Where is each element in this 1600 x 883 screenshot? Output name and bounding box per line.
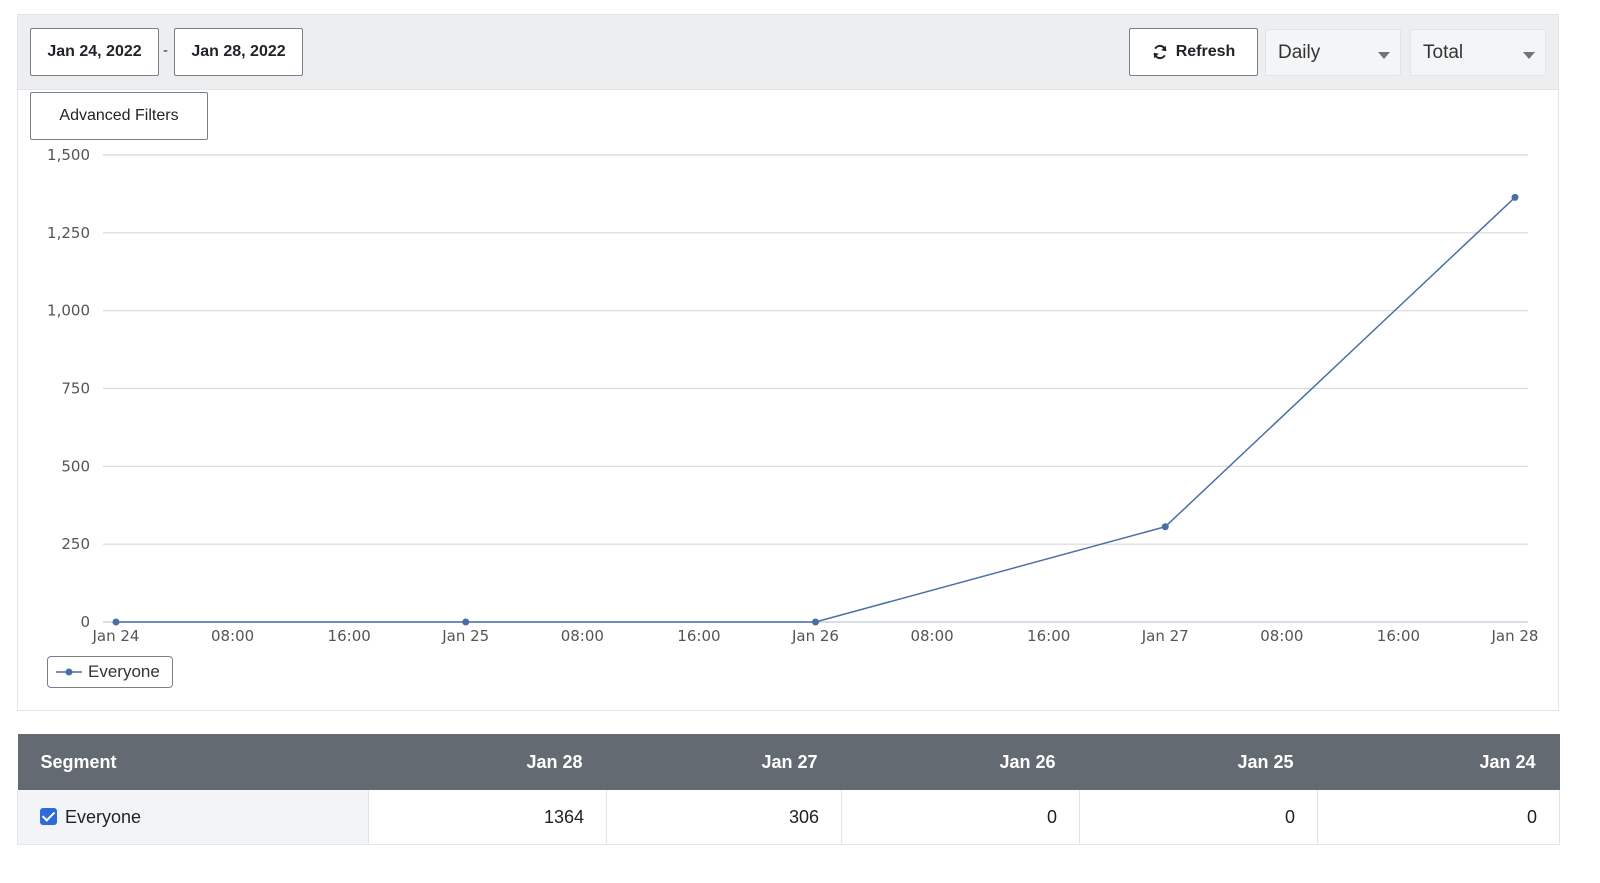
refresh-button[interactable]: Refresh (1129, 28, 1258, 76)
chevron-down-icon (1523, 52, 1535, 59)
x-tick-label: 08:00 (1260, 627, 1303, 645)
segment-checkbox[interactable] (40, 808, 57, 826)
y-tick-label: 1,500 (47, 146, 90, 164)
table-row: Everyone 1364 306 0 0 0 (17, 790, 1560, 845)
y-axis-ticks: 0 250 500 750 1,000 1,250 1,500 (47, 146, 90, 631)
x-tick-label: 08:00 (910, 627, 953, 645)
y-tick-label: 1,000 (47, 302, 90, 320)
interval-select[interactable]: Daily (1265, 29, 1401, 76)
y-tick-label: 500 (61, 457, 90, 475)
y-tick-label: 1,250 (47, 224, 90, 242)
date-separator: - (163, 42, 168, 59)
x-tick-label: Jan 27 (1141, 627, 1189, 645)
x-tick-label: 08:00 (561, 627, 604, 645)
table-cell: 0 (1317, 790, 1560, 845)
segment-table: Segment Jan 28 Jan 27 Jan 26 Jan 25 Jan … (17, 734, 1560, 845)
metric-select-value: Total (1423, 41, 1464, 63)
column-header-jan-25[interactable]: Jan 25 (1079, 734, 1318, 790)
metric-select[interactable]: Total (1410, 29, 1546, 76)
x-tick-label: Jan 24 (92, 627, 140, 645)
end-date-label: Jan 28, 2022 (191, 43, 286, 60)
chart-legend[interactable]: Everyone (47, 656, 173, 688)
x-tick-label: Jan 25 (441, 627, 489, 645)
column-header-segment[interactable]: Segment (17, 734, 369, 790)
y-tick-label: 750 (61, 380, 90, 398)
x-tick-label: 08:00 (211, 627, 254, 645)
x-tick-label: Jan 28 (1491, 627, 1539, 645)
y-tick-label: 250 (61, 535, 90, 553)
column-header-jan-24[interactable]: Jan 24 (1317, 734, 1560, 790)
table-cell: 1364 (368, 790, 607, 845)
toolbar: Jan 24, 2022 - Jan 28, 2022 Refresh Dail… (18, 15, 1558, 90)
x-axis-ticks: Jan 24 08:00 16:00 Jan 25 08:00 16:00 Jan 26 08… (92, 627, 1539, 645)
x-tick-label: 16:00 (677, 627, 720, 645)
chart-gridlines (103, 154, 1528, 623)
interval-select-value: Daily (1278, 41, 1321, 63)
advanced-filters-label: Advanced Filters (59, 107, 179, 124)
advanced-filters-button[interactable]: Advanced Filters (30, 92, 208, 140)
data-point (1161, 523, 1169, 531)
data-point (462, 618, 470, 626)
x-tick-label: Jan 26 (791, 627, 839, 645)
data-point (1511, 193, 1519, 201)
refresh-label: Refresh (1175, 43, 1236, 60)
end-date-picker[interactable]: Jan 28, 2022 (174, 28, 303, 76)
table-cell: 0 (1079, 790, 1318, 845)
column-header-jan-27[interactable]: Jan 27 (606, 734, 842, 790)
chevron-down-icon (1378, 52, 1390, 59)
table-cell: 306 (606, 790, 842, 845)
segment-cell: Everyone (17, 790, 369, 845)
x-tick-label: 16:00 (328, 627, 371, 645)
data-point (112, 618, 120, 626)
refresh-icon (1153, 44, 1167, 60)
table-cell: 0 (841, 790, 1080, 845)
start-date-label: Jan 24, 2022 (47, 43, 142, 60)
column-header-jan-28[interactable]: Jan 28 (368, 734, 607, 790)
segment-name: Everyone (65, 806, 142, 827)
y-tick-label: 0 (80, 613, 90, 631)
line-chart: 0 250 500 750 1,000 1,250 1,500 Jan 24 08:00 16:… (47, 146, 1539, 645)
legend-line-marker-icon (56, 668, 82, 676)
series-line (116, 196, 1516, 623)
legend-series-name: Everyone (88, 662, 160, 681)
start-date-picker[interactable]: Jan 24, 2022 (30, 28, 159, 76)
analytics-panel: Jan 24, 2022 - Jan 28, 2022 Refresh Dail… (17, 14, 1559, 711)
column-header-jan-26[interactable]: Jan 26 (841, 734, 1080, 790)
table-header-row: Segment Jan 28 Jan 27 Jan 26 Jan 25 Jan … (17, 734, 1560, 790)
data-point (812, 618, 819, 626)
x-tick-label: 16:00 (1377, 627, 1420, 645)
x-tick-label: 16:00 (1027, 627, 1070, 645)
chart-series (112, 193, 1519, 626)
